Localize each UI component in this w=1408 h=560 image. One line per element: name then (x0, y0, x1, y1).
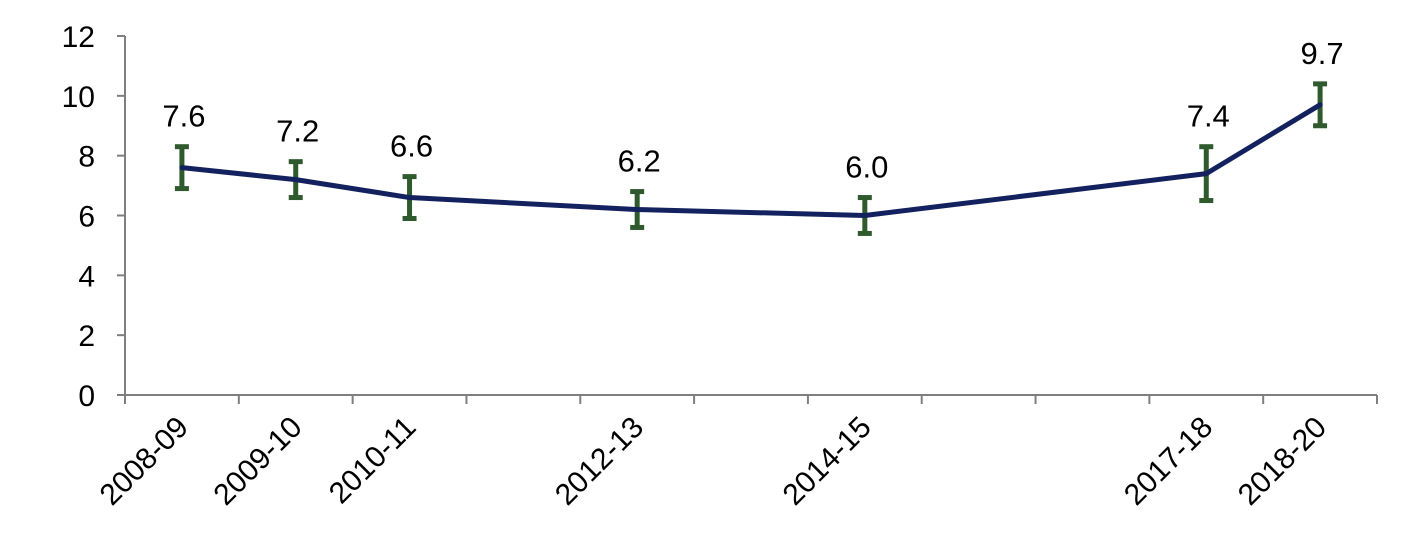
data-label: 7.2 (276, 114, 319, 149)
y-tick-label: 4 (78, 260, 95, 293)
x-axis: 2008-09 2009-10 2010-11 2012-13 2014-15 2017-… (94, 394, 1378, 512)
data-label: 6.0 (845, 150, 888, 185)
x-tick-label: 2014-15 (777, 411, 878, 512)
x-tick-label: 2009-10 (207, 411, 308, 512)
data-labels: 7.6 7.2 6.6 6.2 6.0 7.4 9.7 (162, 36, 1343, 185)
x-tick-label: 2017-18 (1118, 411, 1219, 512)
data-label: 6.6 (390, 129, 433, 164)
data-label: 7.6 (162, 99, 205, 134)
y-tick-label: 12 (62, 21, 95, 54)
y-tick-label: 6 (78, 201, 95, 234)
y-tick-label: 2 (78, 320, 95, 353)
data-label: 6.2 (618, 144, 661, 179)
y-tick-label: 10 (62, 81, 95, 114)
data-label: 9.7 (1301, 36, 1344, 71)
x-tick-label: 2018-20 (1232, 411, 1333, 512)
x-tick-label: 2012-13 (549, 411, 650, 512)
y-axis: 0 2 4 6 8 10 12 (62, 21, 126, 413)
x-tick-label: 2008-09 (94, 411, 195, 512)
series-line (179, 102, 1323, 218)
y-tick-label: 0 (78, 380, 95, 413)
series-line-group (179, 102, 1323, 218)
data-label: 7.4 (1187, 99, 1230, 134)
x-tick-label: 2010-11 (323, 411, 423, 511)
y-tick-label: 8 (78, 141, 95, 174)
